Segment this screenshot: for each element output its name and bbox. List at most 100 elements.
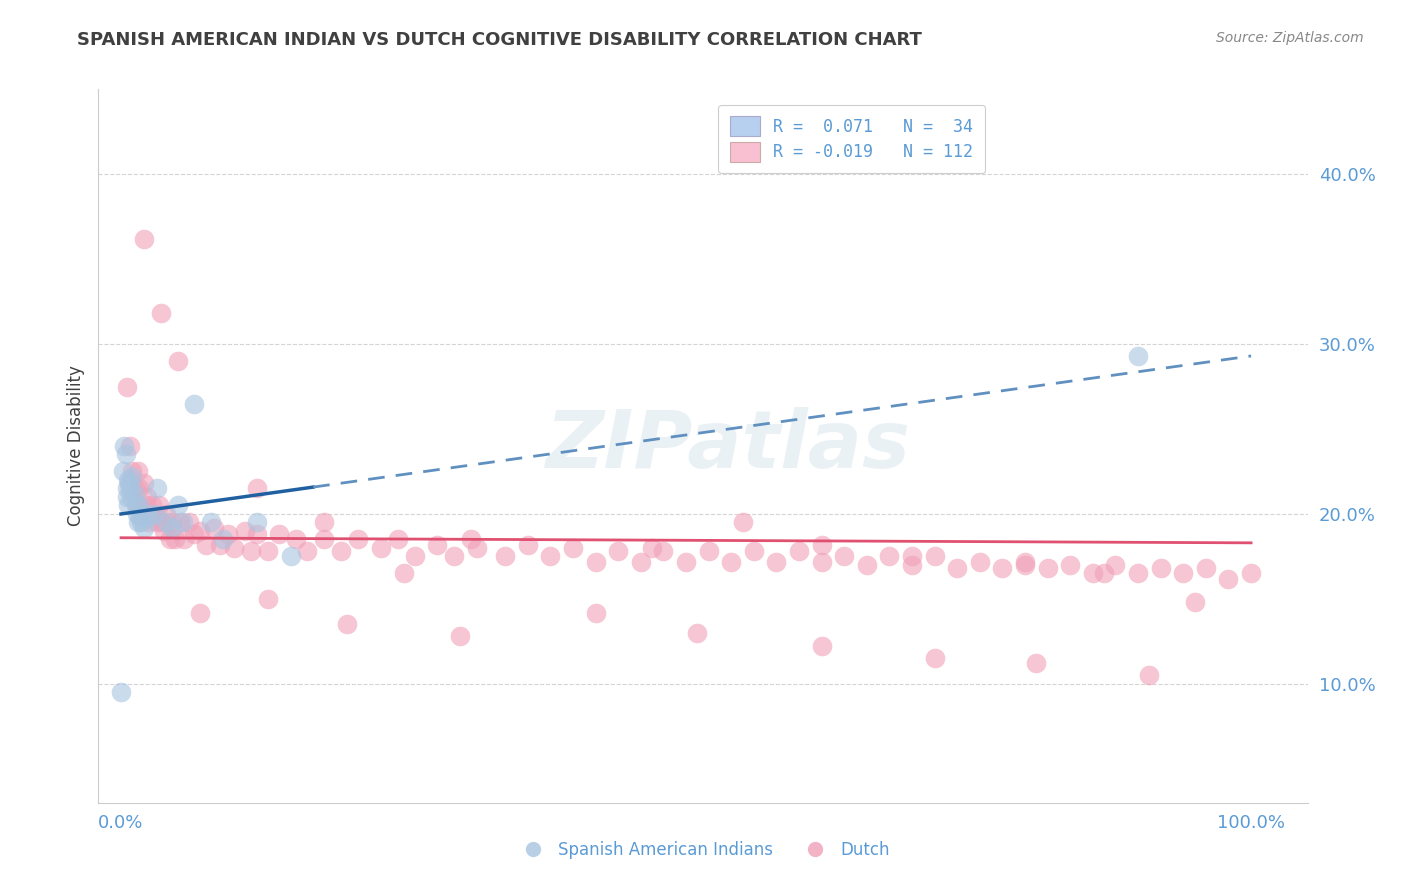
Point — [200, 516, 222, 530]
Point — [141, 499, 163, 513]
Point — [114, 448, 136, 462]
Text: Source: ZipAtlas.com: Source: ZipAtlas.com — [1216, 31, 1364, 45]
Point — [131, 507, 153, 521]
Point — [1150, 561, 1173, 575]
Point — [924, 651, 946, 665]
Point — [115, 490, 138, 504]
Point — [810, 555, 832, 569]
Point — [280, 549, 302, 564]
Point — [183, 396, 205, 410]
Point — [969, 555, 991, 569]
Point — [166, 499, 188, 513]
Point — [465, 541, 488, 555]
Point — [155, 507, 177, 521]
Point — [211, 533, 233, 547]
Point — [1081, 566, 1104, 581]
Point — [120, 439, 142, 453]
Point — [449, 629, 471, 643]
Point — [240, 544, 263, 558]
Point — [404, 549, 426, 564]
Point — [246, 482, 269, 496]
Point — [138, 516, 160, 530]
Point — [924, 549, 946, 564]
Point — [1218, 572, 1240, 586]
Point — [124, 486, 146, 500]
Point — [607, 544, 630, 558]
Point — [136, 490, 159, 504]
Point — [1184, 595, 1206, 609]
Point — [856, 558, 879, 572]
Point — [153, 524, 176, 538]
Point — [1173, 566, 1195, 581]
Point — [125, 507, 148, 521]
Point — [330, 544, 353, 558]
Point — [630, 555, 652, 569]
Point — [1240, 566, 1263, 581]
Point — [246, 516, 269, 530]
Point — [194, 537, 217, 551]
Point — [585, 555, 607, 569]
Text: SPANISH AMERICAN INDIAN VS DUTCH COGNITIVE DISABILITY CORRELATION CHART: SPANISH AMERICAN INDIAN VS DUTCH COGNITI… — [77, 31, 922, 49]
Point — [125, 499, 148, 513]
Point — [120, 490, 142, 504]
Point — [347, 533, 370, 547]
Point — [188, 606, 211, 620]
Point — [115, 379, 138, 393]
Point — [166, 354, 188, 368]
Point — [1104, 558, 1126, 572]
Point — [172, 516, 194, 530]
Point — [128, 482, 150, 496]
Point — [460, 533, 482, 547]
Point — [257, 544, 280, 558]
Point — [246, 527, 269, 541]
Point — [127, 465, 149, 479]
Point — [731, 516, 754, 530]
Point — [426, 537, 449, 551]
Point — [1059, 558, 1081, 572]
Point — [177, 516, 200, 530]
Point — [148, 499, 170, 513]
Point — [222, 541, 245, 555]
Point — [120, 482, 142, 496]
Point — [155, 516, 177, 530]
Point — [585, 606, 607, 620]
Point — [146, 516, 169, 530]
Point — [652, 544, 675, 558]
Point — [202, 520, 225, 534]
Point — [143, 507, 166, 521]
Point — [117, 499, 139, 513]
Point — [516, 537, 538, 551]
Point — [121, 465, 143, 479]
Point — [314, 516, 336, 530]
Point — [1126, 349, 1149, 363]
Point — [1014, 555, 1036, 569]
Point — [160, 516, 183, 530]
Point — [150, 516, 173, 530]
Point — [132, 476, 155, 491]
Point — [285, 533, 308, 547]
Point — [135, 499, 157, 513]
Point — [146, 482, 169, 496]
Point — [494, 549, 516, 564]
Point — [149, 306, 172, 320]
Point — [742, 544, 765, 558]
Point — [128, 499, 150, 513]
Point — [720, 555, 742, 569]
Point — [124, 482, 146, 496]
Y-axis label: Cognitive Disability: Cognitive Disability — [66, 366, 84, 526]
Point — [370, 541, 392, 555]
Point — [112, 465, 135, 479]
Point — [765, 555, 787, 569]
Point — [297, 544, 319, 558]
Point — [641, 541, 664, 555]
Point — [1025, 657, 1047, 671]
Point — [314, 533, 336, 547]
Point — [538, 549, 561, 564]
Point — [121, 469, 143, 483]
Point — [132, 232, 155, 246]
Point — [118, 476, 141, 491]
Point — [832, 549, 855, 564]
Point — [675, 555, 697, 569]
Point — [112, 439, 135, 453]
Point — [127, 516, 149, 530]
